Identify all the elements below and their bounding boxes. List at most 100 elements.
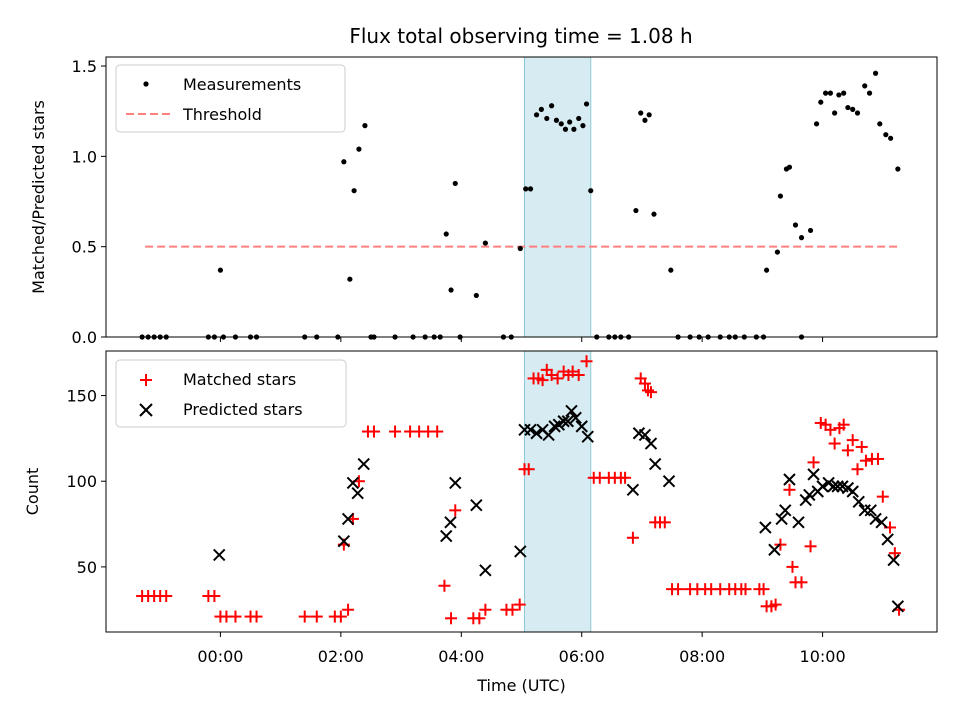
predicted-star-point — [648, 457, 662, 471]
measurement-point — [567, 119, 573, 125]
measurement-point — [792, 222, 799, 228]
matched-star-point — [536, 374, 549, 387]
predicted-star-point — [357, 457, 370, 471]
predicted-star-point — [768, 543, 781, 556]
predicted-star-point — [881, 533, 894, 546]
measurement-point — [841, 90, 847, 96]
xtick-label: 10:00 — [800, 647, 846, 666]
predicted-star-point — [864, 504, 877, 517]
measurement-point — [822, 90, 829, 96]
matched-star-point — [513, 598, 526, 611]
legend-measurements-marker — [143, 81, 149, 87]
predicted-star-point — [470, 499, 483, 512]
predicted-star-point — [759, 521, 772, 534]
ratio-y-axis-label: Matched/Predicted stars — [29, 100, 48, 294]
legend-predicted-marker — [139, 403, 153, 417]
matched-star-point — [837, 418, 850, 431]
xtick-label: 06:00 — [559, 647, 605, 666]
predicted-star-point — [341, 512, 355, 526]
predicted-star-point — [575, 420, 588, 433]
predicted-star-point — [775, 512, 788, 526]
matched-star-point — [298, 610, 311, 623]
measurement-point — [633, 207, 639, 214]
predicted-star-point — [337, 534, 351, 548]
measurement-point — [580, 123, 586, 129]
matched-star-point — [672, 583, 685, 596]
matched-star-point — [506, 603, 519, 616]
measurement-point — [558, 121, 564, 127]
xtick-label: 00:00 — [197, 647, 243, 666]
predicted-star-point — [875, 516, 888, 529]
legend-matched-marker — [140, 374, 152, 386]
observing-window-span-top — [524, 56, 592, 338]
measurement-point — [517, 245, 523, 252]
matched-star-point — [208, 590, 221, 603]
measurement-point — [777, 193, 784, 199]
chart-title: Flux total observing time = 1.08 h — [349, 24, 692, 48]
matched-star-point — [828, 437, 841, 450]
predicted-star-point — [891, 600, 905, 613]
measurement-point — [549, 103, 555, 109]
matched-star-point — [545, 368, 558, 381]
measurement-point — [895, 166, 901, 172]
matched-star-point — [658, 516, 671, 529]
predicted-star-point — [799, 493, 812, 507]
matched-star-point — [572, 368, 585, 381]
measurement-point — [527, 186, 534, 192]
matched-star-point — [160, 590, 173, 603]
ratio-ytick-label: 0.5 — [72, 238, 97, 257]
predicted-star-point — [444, 516, 457, 529]
predicted-star-point — [479, 564, 492, 577]
measurement-point — [883, 132, 889, 138]
measurement-point — [473, 292, 479, 299]
matched-star-point — [342, 603, 355, 616]
count-ytick-label: 150 — [66, 387, 97, 406]
measurement-point — [217, 267, 224, 273]
ratio-ytick-label: 1.5 — [72, 57, 97, 76]
matched-star-point — [310, 610, 323, 623]
matched-star-point — [841, 444, 854, 457]
measurement-point — [482, 240, 488, 246]
measurement-point — [443, 231, 449, 237]
xtick-label: 08:00 — [679, 647, 725, 666]
measurement-point — [668, 267, 674, 273]
ratio-legend: Measurements Threshold — [115, 64, 346, 133]
matched-star-point — [438, 579, 451, 592]
matched-star-point — [774, 538, 787, 551]
count-x-axis-ticks: 00:00 02:00 04:00 06:00 08:00 10:00 — [197, 632, 846, 666]
measurement-point — [818, 99, 824, 105]
ratio-x-axis-ticks — [219, 337, 824, 342]
measurement-point — [646, 112, 652, 118]
predicted-star-point — [869, 512, 882, 526]
legend-matched-label: Matched stars — [183, 370, 296, 389]
predicted-star-point — [783, 473, 796, 486]
matched-star-point — [522, 463, 535, 476]
predicted-star-point — [449, 476, 462, 490]
predicted-stars-series — [213, 404, 905, 613]
measurement-point — [523, 186, 529, 192]
predicted-star-point — [557, 415, 570, 428]
count-legend-box — [115, 359, 347, 428]
measurement-point — [588, 188, 594, 194]
matched-star-point — [804, 540, 817, 553]
predicted-star-point — [816, 480, 829, 493]
matched-star-point — [859, 454, 872, 467]
measurement-point — [341, 159, 347, 165]
matched-star-point — [851, 463, 864, 476]
matched-star-point — [229, 610, 242, 623]
predicted-star-point — [827, 480, 840, 493]
predicted-star-point — [542, 428, 555, 442]
ratio-ytick-label: 1.0 — [72, 147, 97, 166]
matched-star-point — [626, 531, 639, 544]
measurement-point — [642, 117, 648, 123]
matched-star-point — [876, 490, 889, 503]
measurement-point — [452, 180, 458, 187]
predicted-star-point — [807, 468, 820, 481]
predicted-star-point — [779, 504, 792, 517]
xtick-label: 02:00 — [318, 647, 364, 666]
matched-star-point — [644, 386, 657, 399]
measurement-point — [827, 90, 834, 96]
predicted-star-point — [626, 483, 640, 496]
matched-star-point — [449, 504, 462, 517]
